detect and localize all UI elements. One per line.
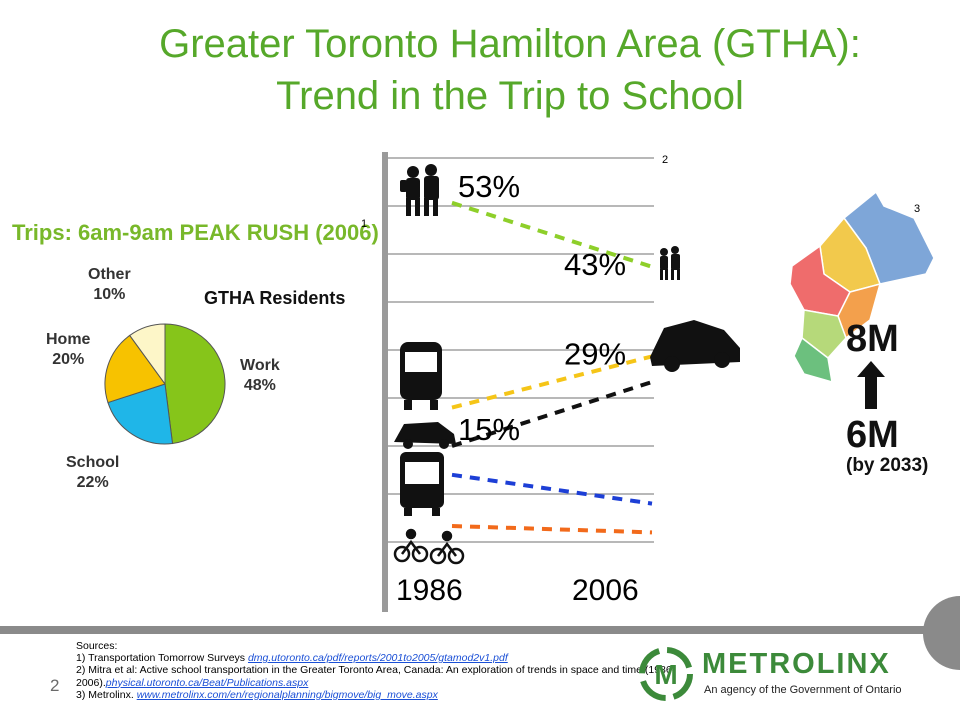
title-line-1: Greater Toronto Hamilton Area (GTHA): [159, 22, 861, 66]
x-tick-2006: 2006 [572, 574, 639, 607]
pie-slice-work [164, 323, 226, 445]
trips-heading: Trips: 6am-9am PEAK RUSH (2006) [12, 220, 379, 245]
bicycles-icon [393, 528, 465, 565]
school-bus-icon [400, 342, 442, 410]
pie-label-school-value: 22% [76, 474, 109, 491]
up-arrow-icon [857, 361, 885, 409]
pie-label-work-value: 48% [243, 377, 276, 394]
source-1-text: 1) Transportation Tomorrow Surveys [76, 652, 248, 665]
map-region [793, 336, 833, 384]
footer-corner-decoration [923, 596, 960, 670]
pie-label-other: Other 10% [88, 265, 131, 305]
source-3-link[interactable]: www.metrolinx.com/en/regionalplanning/bi… [136, 688, 438, 701]
source-2-link[interactable]: physical.utoronto.ca/Beat/Publications.a… [105, 676, 309, 689]
source-1-link[interactable]: dmg.utoronto.ca/pdf/reports/2001to2005/g… [247, 652, 508, 665]
pie-slice-home [104, 334, 166, 404]
logo-tagline: An agency of the Government of Ontario [704, 684, 902, 696]
transit-bus-icon [400, 452, 444, 516]
chart-axis-bar [382, 152, 388, 612]
trend-line-transit-bus [451, 472, 653, 506]
small-car-icon [394, 422, 456, 449]
sources-heading: Sources: [76, 640, 118, 652]
source-1: 1) Transportation Tomorrow Surveys dmg.u… [76, 652, 676, 664]
pie-slice-other [129, 323, 166, 386]
source-3-text: 3) Metrolinx. [76, 688, 137, 701]
trend-label-walk-2006: 43% [564, 247, 626, 282]
small-walking-students-icon [660, 246, 680, 280]
trend-line-bicycle [451, 524, 653, 535]
trend-label-car-1986: 15% [458, 412, 520, 447]
population-note: (by 2033) [846, 455, 929, 476]
reference-3: 3 [914, 203, 921, 215]
source-3: 3) Metrolinx. www.metrolinx.com/en/regio… [76, 689, 676, 701]
pie-label-home-name: Home [46, 331, 91, 348]
reference-2: 2 [662, 154, 669, 166]
title-line-2: Trend in the Trip to School [276, 74, 744, 118]
population-future: 8M [846, 318, 899, 360]
metrolinx-logo-icon: M [639, 647, 693, 701]
pie-label-work-name: Work [240, 357, 280, 374]
pie-label-other-name: Other [88, 266, 131, 283]
footer-divider [0, 626, 960, 634]
pie-label-other-value: 10% [93, 286, 126, 303]
pie-slice-school [107, 383, 174, 445]
x-tick-1986: 1986 [396, 574, 463, 607]
walking-students-icon [400, 164, 439, 216]
pie-label-school: School 22% [66, 453, 119, 493]
mode-share-trend-chart: 53% 43% 29% 15% 1986 2006 [382, 152, 740, 612]
reference-1: 1 [361, 218, 368, 230]
trip-purpose-pie-chart [104, 323, 226, 445]
gtha-region-map [789, 190, 935, 384]
population-growth: 8M 6M (by 2033) [846, 318, 928, 477]
source-2: 2) Mitra et al: Active school transporta… [76, 664, 676, 688]
source-2-text: 2) Mitra et al: Active school transporta… [76, 664, 676, 689]
large-car-icon [650, 320, 740, 372]
logo-mark: M [654, 659, 677, 690]
trend-label-walk-1986: 53% [458, 169, 520, 204]
pie-label-home-value: 20% [52, 351, 85, 368]
sources-block: Sources: 1) Transportation Tomorrow Surv… [76, 640, 676, 701]
population-current: 6M [846, 414, 899, 456]
page-number: 2 [50, 676, 60, 695]
pie-title: GTHA Residents [204, 288, 346, 308]
slide-title: Greater Toronto Hamilton Area (GTHA): Tr… [60, 18, 960, 122]
trend-label-school-bus-2006: 29% [564, 336, 626, 371]
pie-label-work: Work 48% [240, 356, 280, 396]
pie-label-school-name: School [66, 454, 120, 471]
logo-name: METROLINX [702, 648, 891, 680]
pie-label-home: Home 20% [46, 330, 90, 370]
